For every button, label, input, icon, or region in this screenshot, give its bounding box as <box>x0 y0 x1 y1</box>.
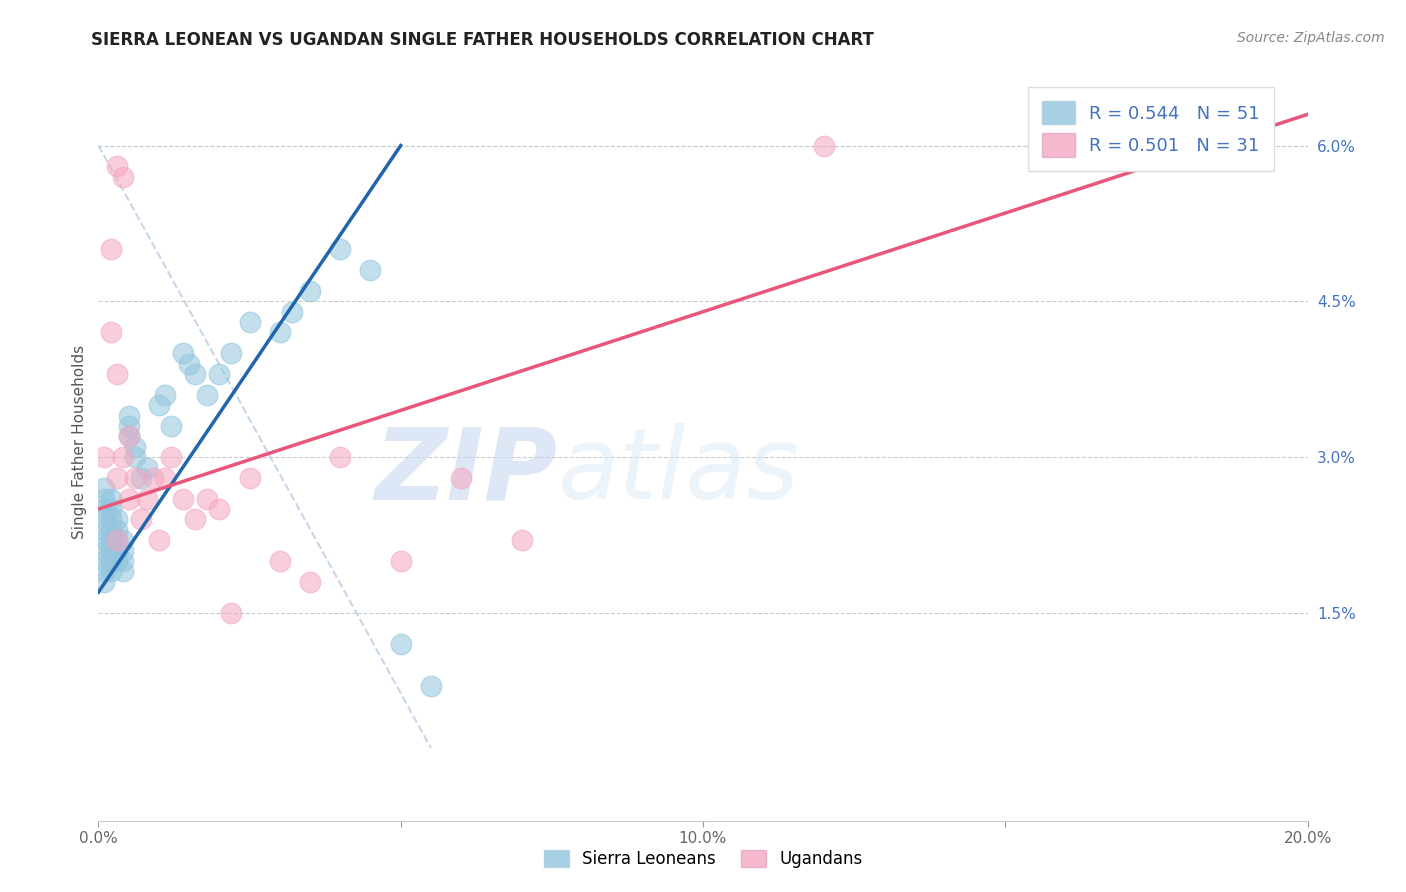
Point <box>142 471 165 485</box>
Point <box>281 304 304 318</box>
Text: atlas: atlas <box>558 424 800 520</box>
Point <box>93 523 115 537</box>
Point <box>93 565 115 579</box>
Point <box>160 419 183 434</box>
Point <box>129 512 152 526</box>
Point <box>124 471 146 485</box>
Point <box>153 471 176 485</box>
Point <box>93 574 115 589</box>
Point <box>510 533 533 548</box>
Point <box>93 512 115 526</box>
Point <box>135 491 157 506</box>
Point <box>172 491 194 506</box>
Point <box>100 326 122 340</box>
Point <box>105 523 128 537</box>
Point <box>100 512 122 526</box>
Point <box>184 367 207 381</box>
Point <box>118 409 141 423</box>
Point <box>184 512 207 526</box>
Point <box>111 565 134 579</box>
Point <box>129 471 152 485</box>
Point <box>450 471 472 485</box>
Point <box>389 554 412 568</box>
Point <box>172 346 194 360</box>
Point <box>105 533 128 548</box>
Point <box>93 533 115 548</box>
Point <box>153 388 176 402</box>
Point <box>93 543 115 558</box>
Point <box>160 450 183 464</box>
Point <box>329 243 352 257</box>
Point <box>111 554 134 568</box>
Point <box>105 554 128 568</box>
Point <box>111 543 134 558</box>
Point <box>100 554 122 568</box>
Text: ZIP: ZIP <box>375 424 558 520</box>
Point <box>329 450 352 464</box>
Point <box>118 491 141 506</box>
Point <box>105 159 128 173</box>
Point <box>813 138 835 153</box>
Point <box>105 543 128 558</box>
Legend: Sierra Leoneans, Ugandans: Sierra Leoneans, Ugandans <box>537 843 869 875</box>
Point <box>100 523 122 537</box>
Point <box>124 440 146 454</box>
Point <box>111 450 134 464</box>
Point <box>208 367 231 381</box>
Point <box>100 502 122 516</box>
Point <box>118 429 141 443</box>
Point <box>100 491 122 506</box>
Point <box>299 574 322 589</box>
Point <box>269 554 291 568</box>
Point <box>93 491 115 506</box>
Point <box>148 398 170 412</box>
Point <box>118 429 141 443</box>
Point <box>239 315 262 329</box>
Point <box>105 471 128 485</box>
Point <box>93 450 115 464</box>
Point <box>221 346 243 360</box>
Point <box>135 460 157 475</box>
Point <box>221 606 243 620</box>
Point <box>105 367 128 381</box>
Point <box>208 502 231 516</box>
Point <box>118 419 141 434</box>
Point <box>195 491 218 506</box>
Legend: R = 0.544   N = 51, R = 0.501   N = 31: R = 0.544 N = 51, R = 0.501 N = 31 <box>1028 87 1274 171</box>
Point <box>111 169 134 184</box>
Point <box>105 533 128 548</box>
Y-axis label: Single Father Households: Single Father Households <box>72 344 87 539</box>
Text: Source: ZipAtlas.com: Source: ZipAtlas.com <box>1237 31 1385 45</box>
Point <box>124 450 146 464</box>
Point <box>93 481 115 495</box>
Point <box>389 637 412 651</box>
Point <box>195 388 218 402</box>
Text: SIERRA LEONEAN VS UGANDAN SINGLE FATHER HOUSEHOLDS CORRELATION CHART: SIERRA LEONEAN VS UGANDAN SINGLE FATHER … <box>91 31 875 49</box>
Point <box>148 533 170 548</box>
Point <box>239 471 262 485</box>
Point <box>179 357 201 371</box>
Point <box>100 533 122 548</box>
Point <box>93 554 115 568</box>
Point <box>105 512 128 526</box>
Point <box>93 502 115 516</box>
Point <box>100 543 122 558</box>
Point <box>269 326 291 340</box>
Point <box>420 679 443 693</box>
Point <box>111 533 134 548</box>
Point <box>100 243 122 257</box>
Point <box>360 263 382 277</box>
Point <box>100 565 122 579</box>
Point <box>299 284 322 298</box>
